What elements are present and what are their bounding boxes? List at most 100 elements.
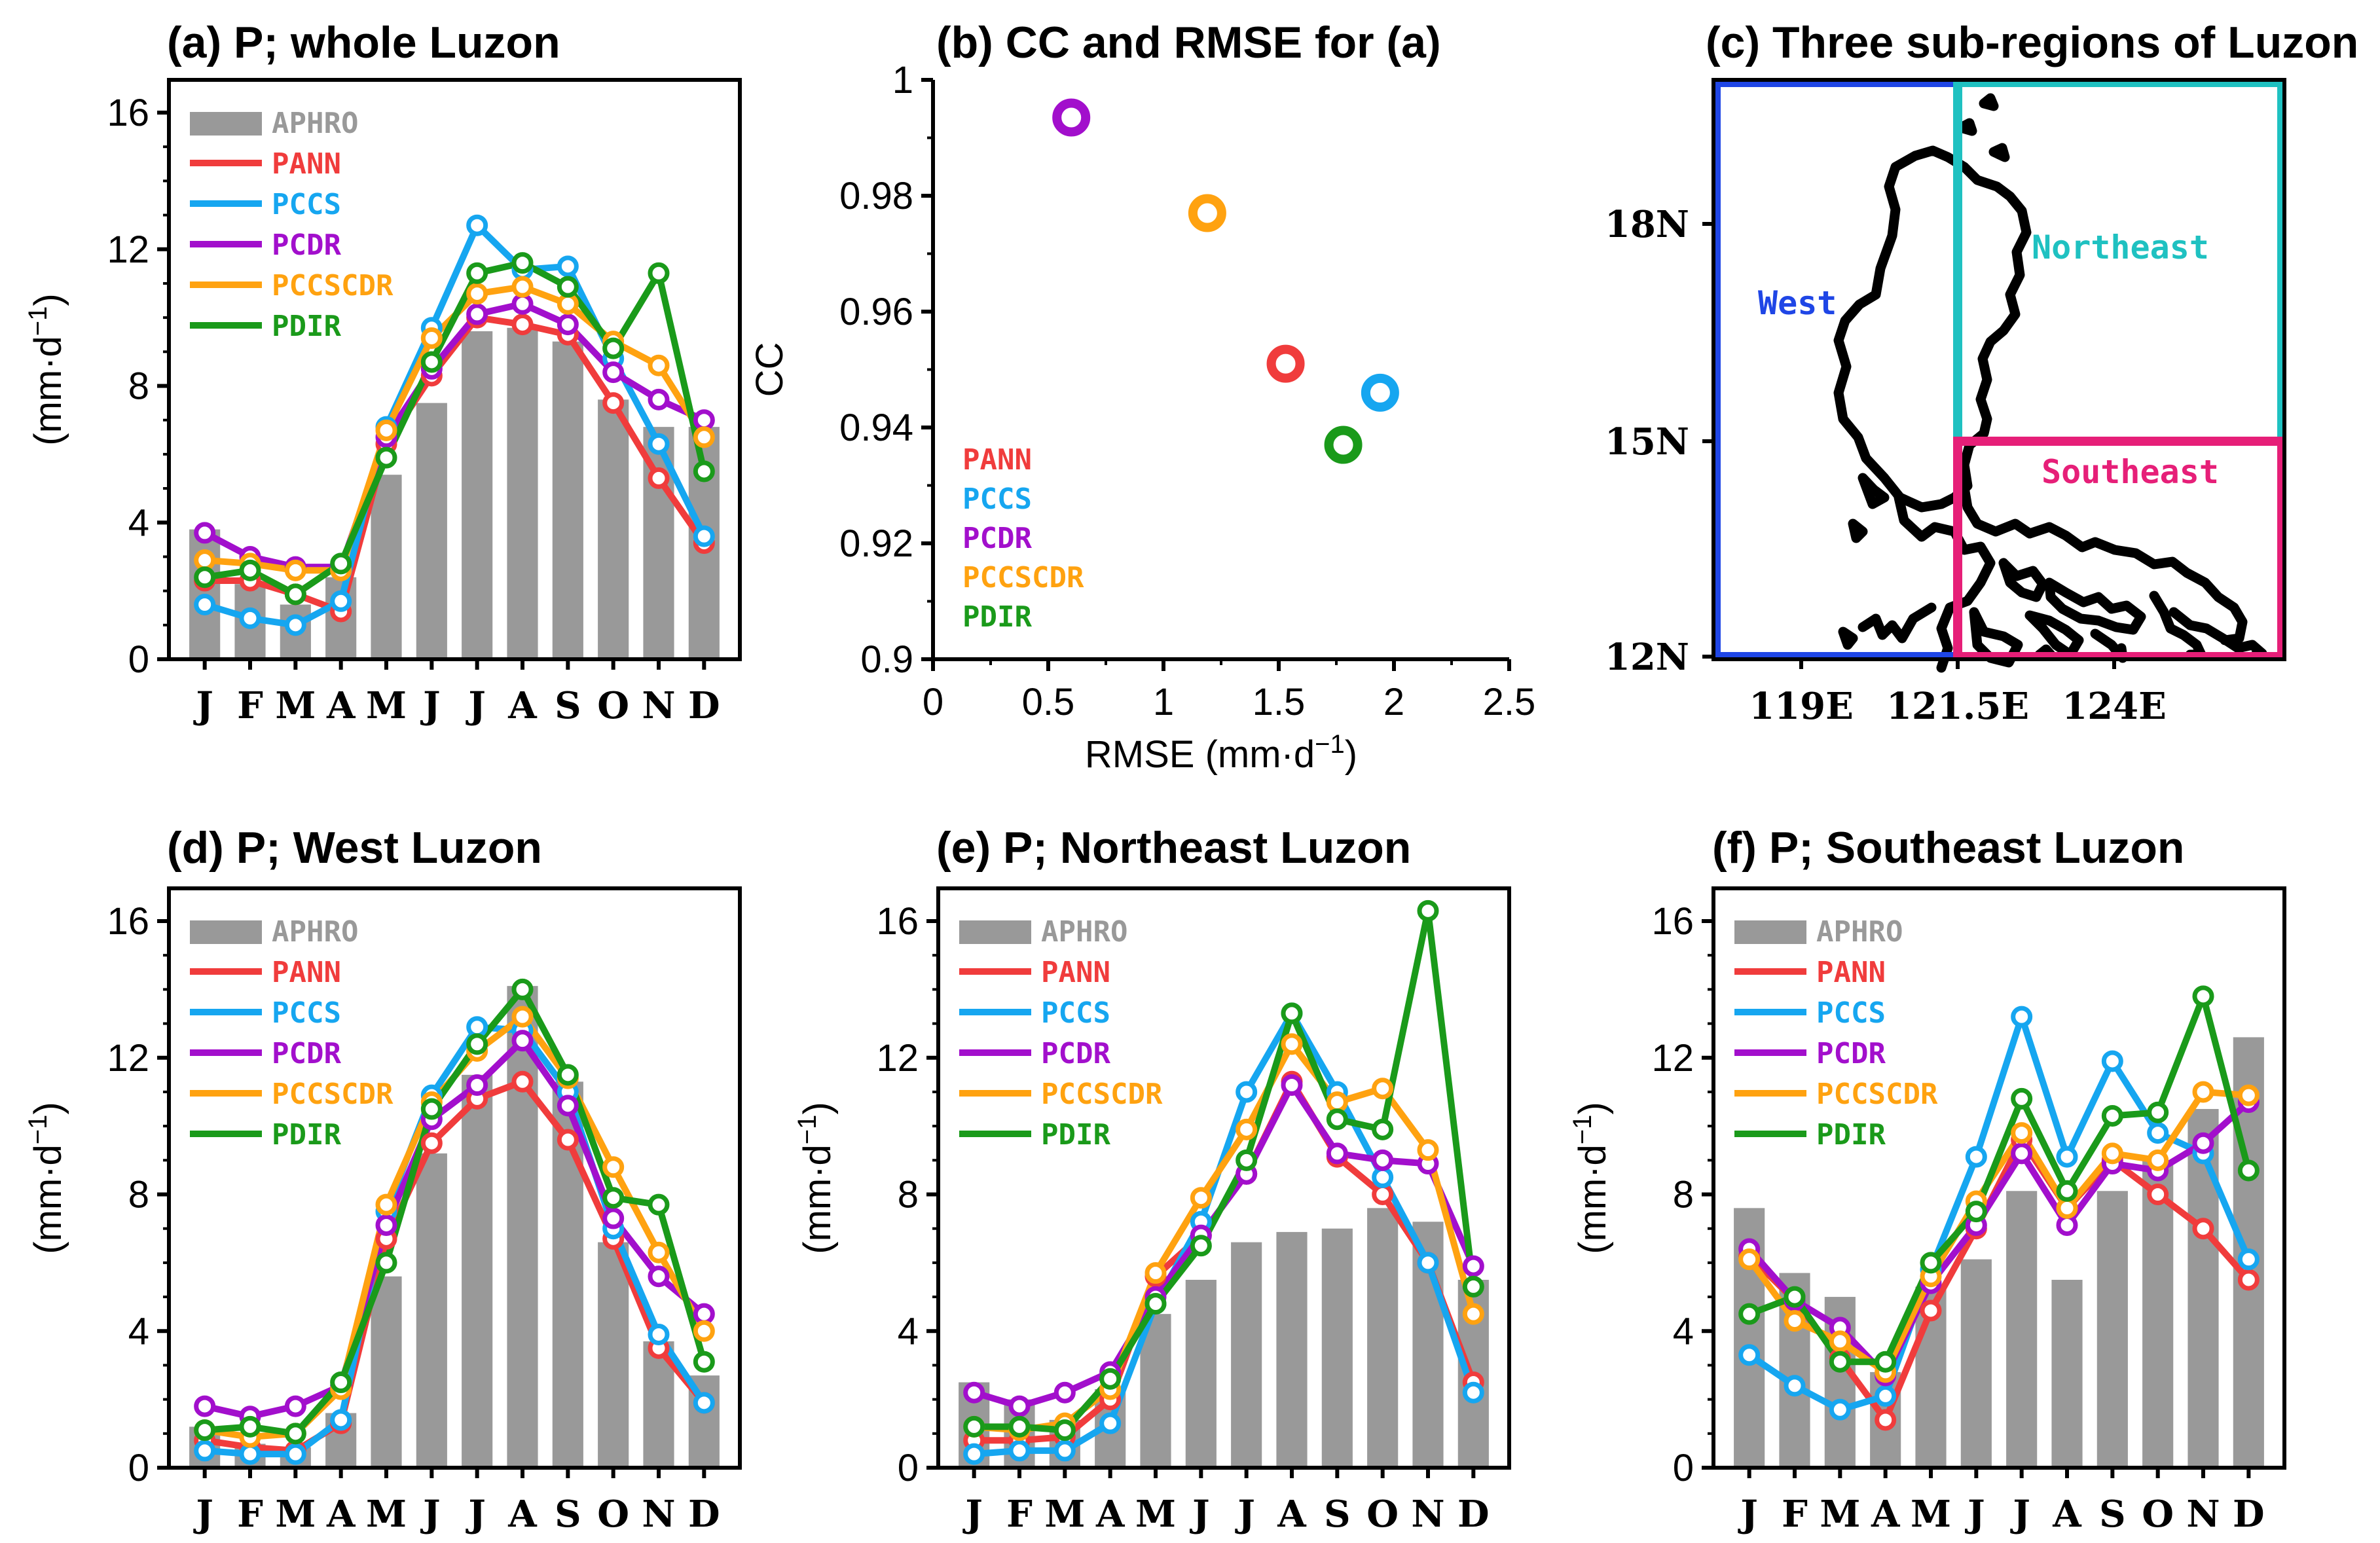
panel-b-legend-pann: PANN xyxy=(962,443,1032,477)
legend-label-pccs: PCCS xyxy=(1041,996,1110,1030)
scatter-point-pann xyxy=(1266,344,1305,383)
point-pdir-S xyxy=(557,1064,579,1086)
point-pccscdr-J xyxy=(1738,1248,1761,1271)
point-pccs-J xyxy=(466,1016,488,1038)
point-pccscdr-J xyxy=(194,549,216,572)
legend-label-aphro: APHRO xyxy=(272,915,358,949)
point-pccscdr-F xyxy=(1784,1310,1806,1332)
bar-aphro-S xyxy=(1321,1228,1353,1468)
point-pccs-N xyxy=(648,1323,670,1345)
point-pdir-M xyxy=(1053,1419,1076,1442)
point-pccscdr-O xyxy=(1372,1078,1394,1100)
point-pdir-S xyxy=(2101,1104,2123,1127)
xtick-label-J: J xyxy=(1964,1493,1985,1536)
ytick-label: 4 xyxy=(128,1310,149,1352)
point-pccs-J xyxy=(194,1440,216,1462)
point-pccs-A xyxy=(330,590,352,612)
panel-a-ylabel: (mm·d−1) xyxy=(24,293,69,445)
point-pcdr-J xyxy=(963,1381,985,1404)
point-pccs-F xyxy=(239,1443,261,1465)
point-pcdr-A xyxy=(511,293,534,315)
xtick-label-F: F xyxy=(1006,1493,1033,1536)
xtick-label-N: N xyxy=(642,684,675,727)
xtick-label-J: J xyxy=(192,684,213,727)
xtick-label-M: M xyxy=(1911,1493,1951,1536)
xtick-label-A: A xyxy=(1871,1493,1901,1536)
xtick-label-N: N xyxy=(2186,1493,2220,1536)
panel-b-legend-pdir: PDIR xyxy=(962,600,1032,634)
point-pccscdr-D xyxy=(693,426,715,448)
legend-swatch-aphro xyxy=(190,112,262,136)
ytick-label: 8 xyxy=(1673,1174,1694,1216)
ytick-label: 8 xyxy=(898,1174,919,1216)
ytick-label: 16 xyxy=(1651,900,1694,943)
legend-label-pdir: PDIR xyxy=(272,1118,341,1152)
panel-e-legend: APHRO PANN PCCS PCDR PCCSCDR PDIR xyxy=(959,915,1163,1152)
point-pccs-J xyxy=(1965,1146,1987,1168)
point-pccs-N xyxy=(1417,1252,1439,1274)
panel-f-legend: APHRO PANN PCCS PCDR PCCSCDR PDIR xyxy=(1734,915,1938,1152)
legend-label-aphro: APHRO xyxy=(1041,915,1127,949)
xtick-label: 0.5 xyxy=(1022,681,1075,723)
point-pdir-F xyxy=(1784,1286,1806,1308)
xtick-label: 1 xyxy=(1153,681,1174,723)
point-pdir-D xyxy=(2237,1159,2260,1182)
map-title: (c) Three sub-regions of Luzon xyxy=(1706,18,2358,67)
point-pcdr-F xyxy=(1008,1395,1031,1417)
bar-aphro-J xyxy=(462,331,493,659)
scatter-point-pccscdr xyxy=(1188,194,1226,232)
point-pcdr-O xyxy=(1372,1149,1394,1171)
bar-aphro-M xyxy=(371,1276,402,1468)
map-xtick-119e: 119E xyxy=(1749,685,1854,728)
point-pccs-J xyxy=(466,214,488,236)
legend-label-pcdr: PCDR xyxy=(272,1037,341,1070)
point-pccs-A xyxy=(1875,1385,1897,1407)
ytick-label: 0.98 xyxy=(839,175,913,217)
panel-a-frame xyxy=(167,78,742,661)
xtick-label-M: M xyxy=(1135,1493,1176,1536)
point-pdir-F xyxy=(239,559,261,581)
xtick-label-A: A xyxy=(326,684,356,727)
xtick-label-J: J xyxy=(1189,1493,1210,1536)
legend-swatch-aphro xyxy=(190,920,262,944)
xtick-label-M: M xyxy=(366,684,407,727)
ytick-label: 4 xyxy=(128,501,149,544)
xtick-label-D: D xyxy=(1457,1493,1490,1536)
southeast-region-box xyxy=(1953,437,2286,661)
xtick-label-J: J xyxy=(1737,1493,1758,1536)
point-pccscdr-J xyxy=(2011,1122,2033,1144)
point-pdir-A xyxy=(2056,1180,2078,1202)
point-pccscdr-J xyxy=(1236,1118,1258,1140)
ytick-label: 0.9 xyxy=(860,638,913,681)
point-pccs-A xyxy=(2056,1146,2078,1168)
panel-d-ylabel: (mm·d−1) xyxy=(24,1102,69,1254)
xtick-label-J: J xyxy=(465,684,486,727)
point-pccscdr-J xyxy=(1190,1187,1212,1209)
bar-aphro-J xyxy=(462,1074,493,1468)
point-pcdr-D xyxy=(693,409,715,431)
point-pccs-M xyxy=(1053,1440,1076,1462)
xtick-label-D: D xyxy=(688,1493,720,1536)
point-pccs-F xyxy=(239,607,261,629)
point-pdir-A xyxy=(1875,1351,1897,1373)
point-pdir-J xyxy=(1738,1303,1761,1325)
point-pdir-A xyxy=(511,978,534,1000)
point-pcdr-M xyxy=(375,1214,397,1236)
xtick-label-M: M xyxy=(1044,1493,1085,1536)
point-pcdr-S xyxy=(1326,1142,1348,1165)
bar-aphro-J xyxy=(1185,1279,1217,1468)
point-pccscdr-N xyxy=(2192,1081,2214,1103)
ytick-label: 12 xyxy=(876,1037,919,1080)
point-pccs-S xyxy=(2101,1050,2123,1072)
point-pdir-M xyxy=(375,1252,397,1274)
point-pdir-D xyxy=(693,1351,715,1373)
xtick-label: 1.5 xyxy=(1253,681,1306,723)
panel-b-legend-pccscdr: PCCSCDR xyxy=(962,561,1084,594)
xtick-label-O: O xyxy=(2142,1493,2174,1536)
point-pccs-A xyxy=(330,1409,352,1431)
point-pdir-J xyxy=(1236,1149,1258,1171)
panel-a-title: (a) P; whole Luzon xyxy=(167,18,560,67)
